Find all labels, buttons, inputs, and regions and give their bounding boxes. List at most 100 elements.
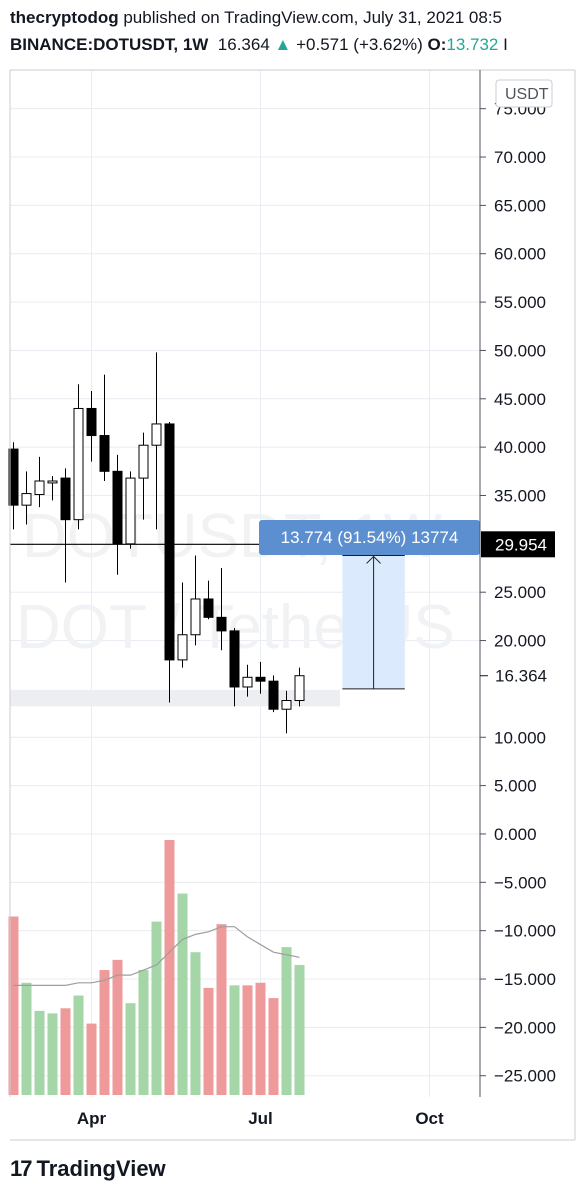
price-mark-box xyxy=(481,663,555,686)
price-change: +0.571 (+3.62%) xyxy=(296,35,423,54)
chart-frame xyxy=(9,69,576,1141)
price-tick-label: −20.000 xyxy=(494,1018,556,1037)
candle xyxy=(190,555,201,646)
price-chart[interactable]: DOTUSDT, 1W DOT / TetherUS 13.774 (91.54… xyxy=(0,0,586,1150)
volume-bar xyxy=(60,1008,71,1095)
volume-bar xyxy=(203,987,214,1095)
candle xyxy=(73,384,84,530)
price-tick-label: −5.000 xyxy=(494,873,546,892)
price-mark-box xyxy=(481,531,555,558)
price-axis[interactable]: 75.00070.00065.00060.00055.00050.00045.0… xyxy=(479,70,556,1097)
candle xyxy=(99,374,110,481)
candle-body xyxy=(203,598,214,618)
candle xyxy=(268,675,279,713)
symbol-label: BINANCE:DOTUSDT, 1W xyxy=(10,35,209,54)
volume-ma-polyline xyxy=(13,926,300,986)
time-axis[interactable]: Apr Jul Oct xyxy=(77,1109,444,1128)
volume-bar xyxy=(21,982,32,1095)
candle xyxy=(164,422,175,703)
last-price: 16.364 xyxy=(217,35,270,54)
candle-body xyxy=(216,616,227,632)
volume-bar xyxy=(112,959,123,1095)
candle xyxy=(8,442,19,530)
candle-body xyxy=(177,634,188,661)
candles xyxy=(8,352,305,734)
published-text: published on TradingView.com, July 31, 2… xyxy=(123,8,503,27)
volume-bar xyxy=(86,1023,97,1095)
currency-button[interactable] xyxy=(495,79,553,108)
grid-lines xyxy=(10,70,480,1097)
price-mark-label: 16.364 xyxy=(495,667,547,686)
brand-name: TradingView xyxy=(36,1156,166,1181)
price-tick-label: 35.000 xyxy=(494,486,546,505)
candle xyxy=(242,664,253,697)
currency-label: USDT xyxy=(505,86,549,103)
price-tick-label: 65.000 xyxy=(494,196,546,215)
volume-bar xyxy=(73,995,84,1095)
candle-body xyxy=(255,676,266,682)
candle xyxy=(229,627,240,707)
candle xyxy=(112,454,123,575)
measure-label-box xyxy=(259,520,480,555)
price-tick-label: 50.000 xyxy=(494,341,546,360)
candle-body xyxy=(138,444,149,479)
price-tick-label: −25.000 xyxy=(494,1067,556,1086)
support-zone xyxy=(10,689,340,707)
candle xyxy=(294,667,305,707)
volume-bar xyxy=(281,947,292,1095)
candle-body xyxy=(86,407,97,437)
volume-bar xyxy=(216,924,227,1095)
candle xyxy=(216,568,227,651)
volume-bar xyxy=(229,985,240,1095)
candle xyxy=(47,476,58,501)
price-tick-label: −10.000 xyxy=(494,922,556,941)
volume-bar xyxy=(294,964,305,1095)
price-tick-label: 40.000 xyxy=(494,438,546,457)
candle xyxy=(255,661,266,694)
volume-ma-line xyxy=(13,926,300,986)
publish-info: thecryptodog published on TradingView.co… xyxy=(10,8,502,28)
candle-body xyxy=(99,435,110,472)
author-name[interactable]: thecryptodog xyxy=(10,8,119,27)
support-zone-band xyxy=(10,689,340,707)
symbol-info: BINANCE:DOTUSDT, 1W 16.364 ▲ +0.571 (+3.… xyxy=(10,35,508,55)
candle-body xyxy=(34,480,45,496)
open-value: 13.732 xyxy=(446,35,499,54)
open-label: O: xyxy=(427,35,447,54)
price-tick-label: 60.000 xyxy=(494,245,546,264)
time-tick-label: Oct xyxy=(415,1109,444,1128)
header-tail: I xyxy=(503,35,508,54)
measure-arrow-head-icon xyxy=(366,555,381,564)
volume-bar xyxy=(99,970,110,1095)
price-tick-label: 10.000 xyxy=(494,728,546,747)
candle xyxy=(151,352,162,530)
candle-body xyxy=(21,493,32,506)
price-tick-label: 55.000 xyxy=(494,293,546,312)
candle xyxy=(177,582,188,668)
candle-body xyxy=(60,477,71,521)
candle xyxy=(203,580,214,620)
price-tick-label: 45.000 xyxy=(494,390,546,409)
tradingview-logo[interactable]: 17 TradingView xyxy=(10,1156,166,1182)
measure-label: 13.774 (91.54%) 13774 xyxy=(281,528,459,547)
candle-body xyxy=(294,675,305,702)
candle-body xyxy=(242,676,253,688)
candle-body xyxy=(47,480,58,484)
volume-bar xyxy=(255,982,266,1095)
price-tick-label: 20.000 xyxy=(494,632,546,651)
candle xyxy=(281,690,292,734)
measure-tool[interactable]: 13.774 (91.54%) 13774 xyxy=(259,520,480,690)
volume-bar xyxy=(177,893,188,1095)
candle-body xyxy=(8,448,19,506)
volume-bar xyxy=(138,970,149,1095)
tradingview-mark-icon: 17 xyxy=(10,1156,33,1181)
volume-bar xyxy=(268,998,279,1095)
candle-body xyxy=(281,700,292,710)
up-triangle-icon: ▲ xyxy=(274,35,292,54)
candle xyxy=(34,456,45,508)
candle-body xyxy=(229,630,240,688)
volume-bar xyxy=(242,985,253,1095)
candle-body xyxy=(190,598,201,636)
candle-body xyxy=(125,477,136,545)
candle xyxy=(86,391,97,462)
